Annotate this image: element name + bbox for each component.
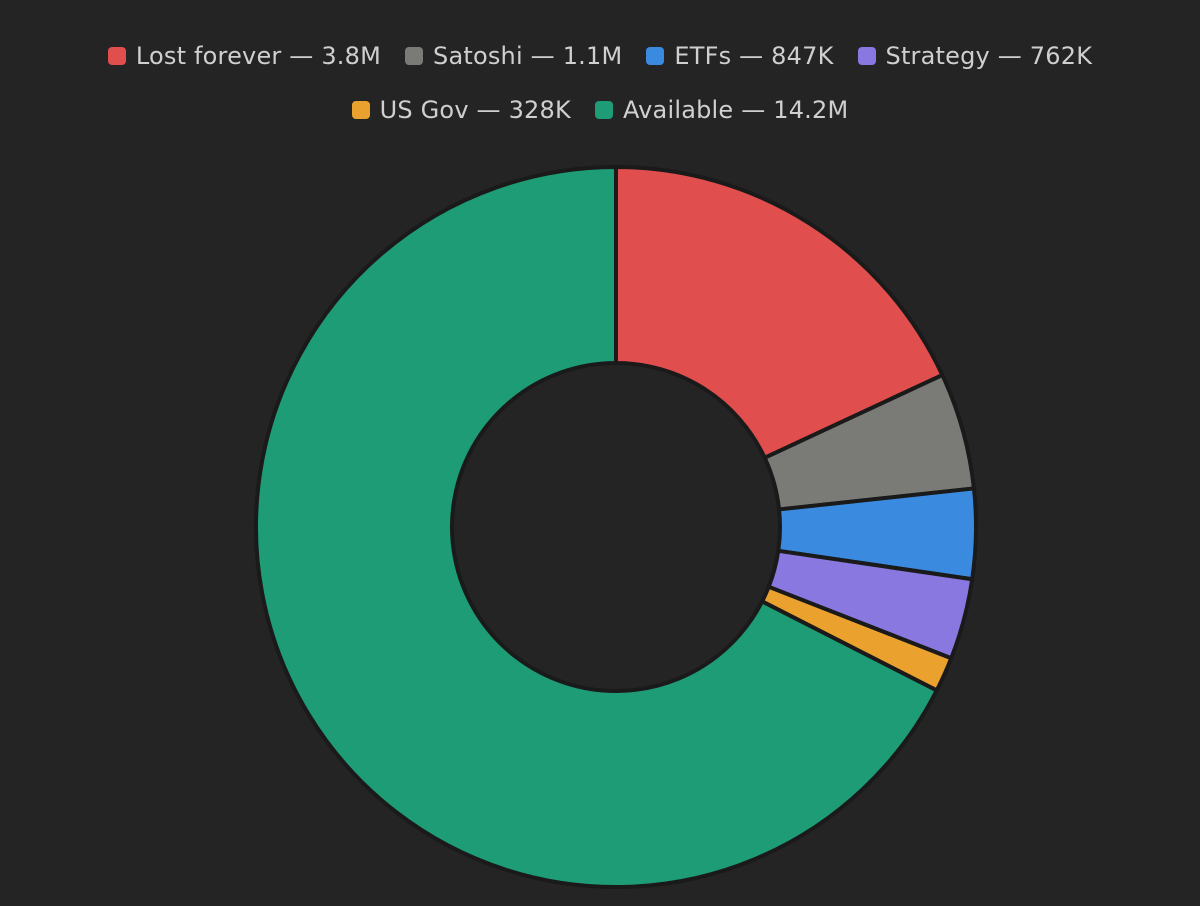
- legend-label-etfs: ETFs — 847K: [674, 42, 834, 70]
- legend-swatch-available: [594, 101, 613, 119]
- legend-item-strategy[interactable]: Strategy — 762K: [857, 42, 1093, 70]
- legend: Lost forever — 3.8M Satoshi — 1.1M ETFs …: [0, 40, 1200, 126]
- legend-label-strategy: Strategy — 762K: [885, 42, 1093, 70]
- legend-label-lost-forever: Lost forever — 3.8M: [135, 42, 382, 70]
- legend-swatch-satoshi: [405, 47, 424, 65]
- legend-item-lost-forever[interactable]: Lost forever — 3.8M: [107, 42, 382, 70]
- legend-item-available[interactable]: Available — 14.2M: [594, 96, 849, 124]
- slice-lost-forever[interactable]: [614, 165, 945, 460]
- legend-item-satoshi[interactable]: Satoshi — 1.1M: [405, 42, 622, 70]
- legend-row-1: Lost forever — 3.8M Satoshi — 1.1M ETFs …: [107, 40, 1093, 72]
- legend-swatch-us-gov: [351, 101, 370, 119]
- legend-swatch-strategy: [857, 47, 876, 65]
- legend-label-available: Available — 14.2M: [622, 96, 849, 124]
- legend-label-us-gov: US Gov — 328K: [379, 96, 571, 124]
- legend-row-2: US Gov — 328K Available — 14.2M: [351, 94, 849, 126]
- legend-swatch-lost-forever: [107, 47, 126, 65]
- legend-item-etfs[interactable]: ETFs — 847K: [646, 42, 833, 70]
- legend-swatch-etfs: [646, 47, 665, 65]
- slice-available[interactable]: [254, 165, 939, 889]
- legend-item-us-gov[interactable]: US Gov — 328K: [351, 96, 571, 124]
- legend-label-satoshi: Satoshi — 1.1M: [433, 42, 623, 70]
